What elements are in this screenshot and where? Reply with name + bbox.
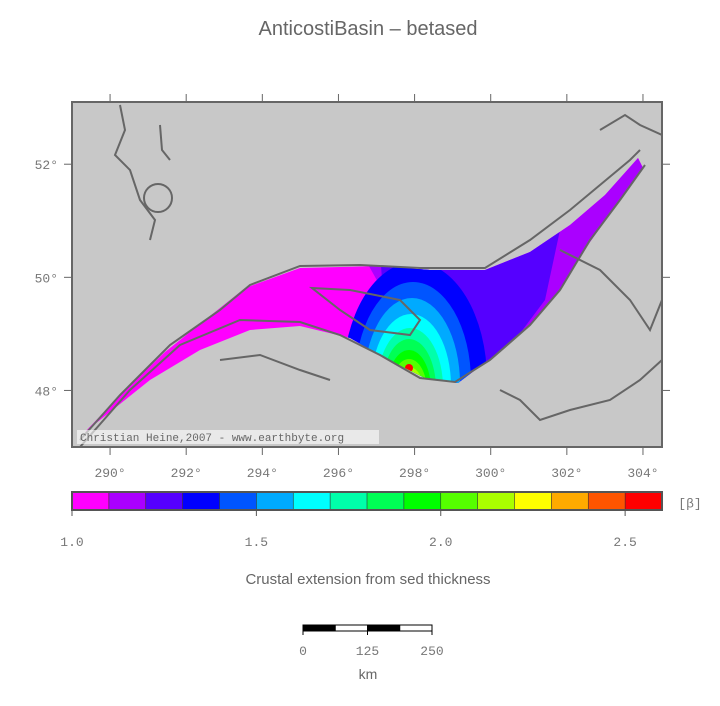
scalebar-tick-label: 0 [299, 644, 307, 659]
x-tick-label: 296° [323, 466, 354, 481]
colorbar-swatch [330, 492, 368, 510]
map-frame [71, 101, 663, 448]
colorbar-swatch [551, 492, 589, 510]
scalebar-tick-label: 125 [356, 644, 379, 659]
scalebar-unit: km [359, 666, 378, 682]
colorbar-tick-label: 1.0 [60, 535, 83, 550]
map-axes: 290° 292° 294° 296° 298° 300° 302° 304° 48° 50° 52… [35, 94, 670, 481]
colorbar-swatch [182, 492, 220, 510]
x-tick-label: 300° [475, 466, 506, 481]
colorbar-swatch [477, 492, 515, 510]
x-tick-label: 290° [94, 466, 125, 481]
y-tick-label: 50° [35, 271, 58, 286]
colorbar-swatch [588, 492, 626, 510]
colorbar-swatch [72, 492, 110, 510]
credit-box [77, 430, 379, 444]
colorbar-swatch [367, 492, 405, 510]
colorbar-tick-label: 1.5 [245, 535, 268, 550]
colorbar-swatch [514, 492, 552, 510]
colorbar-swatch [625, 492, 663, 510]
colorbar-frame [71, 491, 663, 511]
colorbar: 1.0 1.5 2.0 2.5 [60, 491, 663, 550]
colorbar-label: Crustal extension from sed thickness [245, 571, 490, 588]
colorbar-swatch [293, 492, 331, 510]
colorbar-tick-label: 2.5 [613, 535, 636, 550]
colorbar-tick-label: 2.0 [429, 535, 452, 550]
scalebar-segment [367, 624, 401, 632]
colorbar-swatch [256, 492, 294, 510]
scalebar: 0 125 250 [299, 624, 444, 659]
scalebar-segment [399, 624, 433, 632]
x-tick-label: 294° [247, 466, 278, 481]
scalebar-tick-label: 250 [420, 644, 443, 659]
scalebar-segment [302, 624, 336, 632]
colorbar-swatch [403, 492, 442, 510]
x-tick-label: 298° [399, 466, 430, 481]
title: AnticostiBasin – betased [258, 18, 477, 40]
credit: Christian Heine,2007 - www.earthbyte.org [80, 433, 344, 445]
scalebar-segment [334, 624, 368, 632]
colorbar-swatch [145, 492, 184, 510]
y-tick-label: 48° [35, 384, 58, 399]
x-tick-label: 302° [551, 466, 582, 481]
colorbar-swatch [108, 492, 147, 510]
coastlines [79, 104, 662, 447]
colorbar-unit: [β] [678, 496, 701, 511]
x-tick-label: 292° [171, 466, 202, 481]
x-tick-label: 304° [627, 466, 658, 481]
colorbar-swatch [440, 492, 479, 510]
y-tick-label: 52° [35, 158, 58, 173]
colorbar-swatch [219, 492, 257, 510]
